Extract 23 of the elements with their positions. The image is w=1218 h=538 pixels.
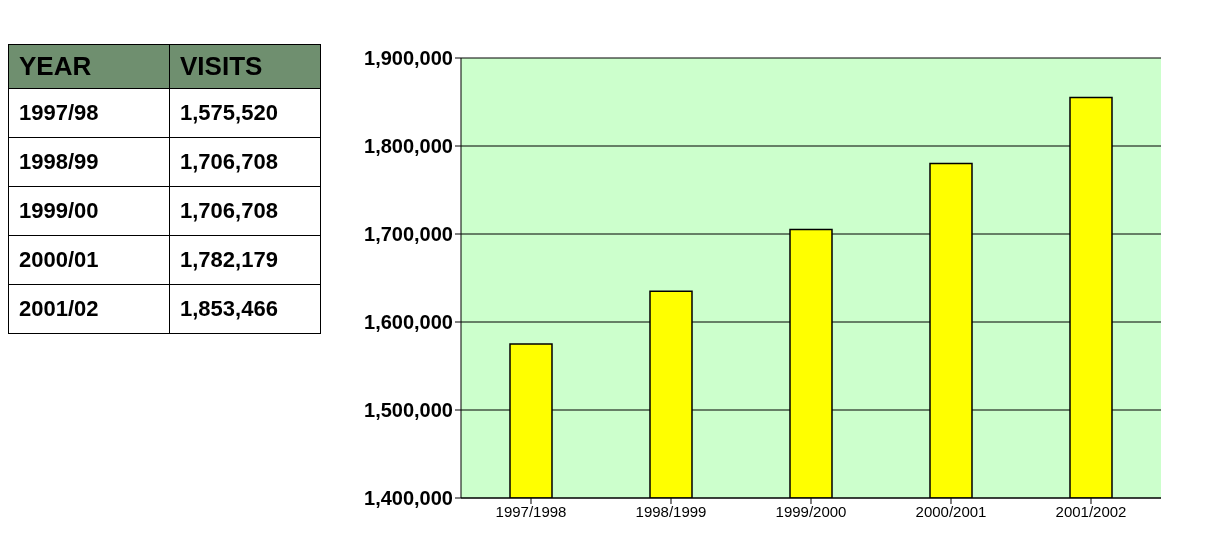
text: YEAR [8, 44, 170, 89]
x-tick-label: 2001/2002 [1055, 502, 1127, 520]
y-tick-label: 1,600,000 [364, 311, 453, 334]
text: 1,706,708 [169, 186, 321, 236]
y-tick-label: 1,500,000 [364, 399, 453, 422]
text: 1999/00 [8, 186, 170, 236]
text: 2001/02 [8, 284, 170, 334]
text: 1,782,179 [169, 235, 321, 285]
text: VISITS [169, 44, 321, 89]
text: 2000/01 [8, 235, 170, 285]
text: 1,575,520 [169, 88, 321, 138]
text: 1997/98 [8, 88, 170, 138]
y-tick-label: 1,800,000 [364, 135, 453, 158]
text: 1,853,466 [169, 284, 321, 334]
y-tick-label: 1,400,000 [364, 487, 453, 510]
text: 1,706,708 [169, 137, 321, 187]
x-tick-label: 1997/1998 [495, 502, 567, 520]
x-tick-label: 1999/2000 [775, 502, 847, 520]
y-tick-label: 1,700,000 [364, 223, 453, 246]
x-tick-label: 1998/1999 [635, 502, 707, 520]
x-tick-label: 2000/2001 [915, 502, 987, 520]
text: 1998/99 [8, 137, 170, 187]
y-tick-label: 1,900,000 [364, 47, 453, 70]
